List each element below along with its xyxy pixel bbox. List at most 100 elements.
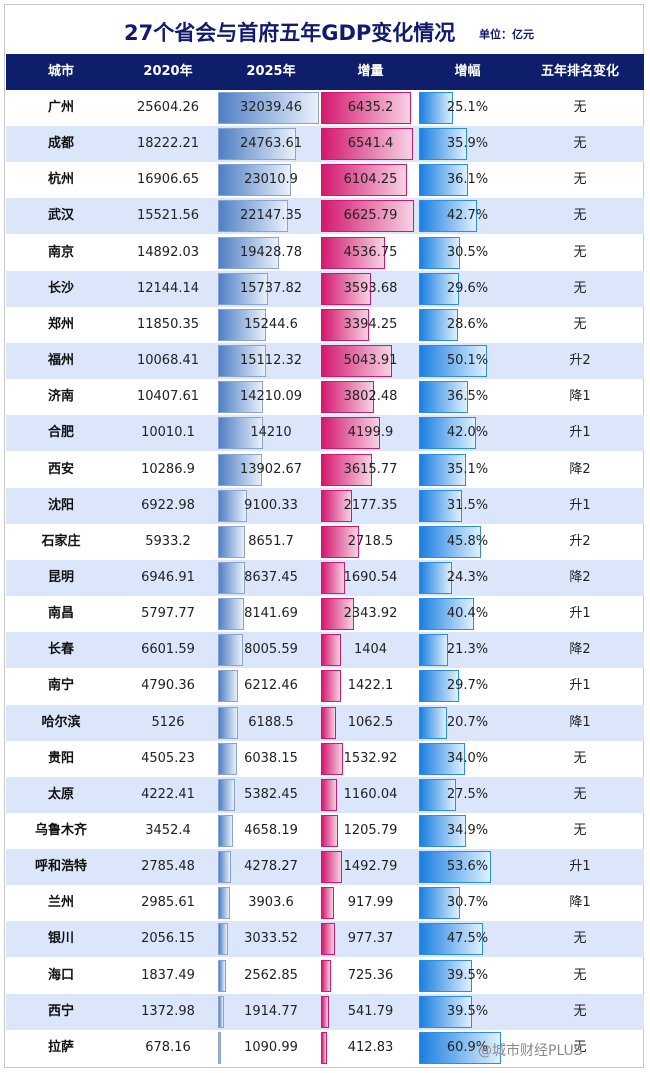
city-name: 合肥	[47, 425, 74, 441]
gdp-2020: 678.16	[145, 1039, 191, 1055]
gdp-2025-bar	[218, 381, 263, 414]
gdp-2025: 5382.45	[244, 786, 298, 802]
growth-value: 29.6%	[446, 280, 489, 296]
growth-bar	[419, 92, 453, 124]
gdp-2025: 13902.67	[239, 461, 303, 477]
growth-bar	[419, 959, 473, 992]
gdp-2025-bar	[218, 815, 233, 847]
table-row: 西安 10286.9 13902.67 3615.77 35.1% 降2	[6, 452, 644, 488]
increase-bar	[321, 381, 375, 414]
city-name: 郑州	[47, 316, 74, 332]
rank-change: 无	[573, 1039, 587, 1055]
rank-change: 无	[573, 786, 587, 802]
table-row: 兰州 2985.61 3903.6 917.99 30.7% 降1	[6, 885, 644, 921]
growth-bar	[419, 1031, 502, 1064]
gdp-2025-bar	[218, 525, 246, 558]
gdp-2020: 10286.9	[141, 461, 195, 477]
rank-change: 无	[573, 1003, 587, 1019]
increase-value: 4199.9	[347, 425, 394, 441]
rank-change: 无	[573, 136, 587, 152]
growth-value: 35.9%	[446, 136, 489, 152]
growth-value: 36.1%	[446, 172, 489, 188]
increase-bar	[321, 236, 385, 269]
rank-change: 升1	[569, 606, 591, 622]
increase-value: 1160.04	[343, 786, 398, 802]
rank-change: 降2	[569, 461, 591, 477]
table-row: 济南 10407.61 14210.09 3802.48 36.5% 降1	[6, 379, 644, 415]
city-name: 呼和浩特	[34, 859, 87, 875]
gdp-2025: 2562.85	[244, 967, 298, 983]
growth-value: 45.8%	[446, 533, 489, 549]
growth-bar	[419, 272, 459, 305]
gdp-2025: 32039.46	[239, 100, 303, 115]
increase-bar	[321, 778, 338, 811]
growth-bar	[419, 923, 484, 956]
increase-value: 3394.25	[343, 316, 398, 332]
growth-value: 25.1%	[446, 100, 489, 115]
gdp-2025: 8651.7	[248, 533, 294, 549]
growth-value: 36.5%	[446, 389, 489, 405]
city-name: 石家庄	[41, 533, 81, 549]
gdp-2020: 2985.61	[141, 895, 195, 911]
growth-value: 47.5%	[446, 931, 489, 947]
gdp-2020: 25604.26	[136, 100, 200, 115]
gdp-2025-bar	[218, 706, 238, 739]
increase-value: 977.37	[347, 931, 394, 947]
city-name: 银川	[47, 931, 74, 947]
growth-bar	[419, 598, 474, 631]
growth-bar	[419, 345, 487, 378]
gdp-2025: 8005.59	[244, 642, 298, 658]
gdp-2020: 15521.56	[136, 208, 200, 224]
gdp-2025-bar	[218, 995, 225, 1028]
increase-value: 2177.35	[343, 497, 398, 513]
gdp-2020: 3452.4	[145, 823, 191, 838]
city-name: 福州	[47, 353, 74, 369]
increase-value: 3615.77	[343, 461, 398, 477]
gdp-2025-bar	[218, 598, 244, 631]
city-name: 南宁	[47, 678, 74, 694]
rank-change: 无	[573, 244, 587, 260]
gdp-2025: 3903.6	[248, 895, 294, 911]
rank-change: 降1	[569, 895, 591, 911]
growth-value: 28.6%	[446, 316, 489, 332]
gdp-2025-bar	[218, 453, 262, 486]
growth-bar	[419, 995, 473, 1028]
rank-change: 无	[573, 208, 587, 224]
table-row: 乌鲁木齐 3452.4 4658.19 1205.79 34.9% 无	[6, 813, 644, 849]
header-2025: 2025年	[246, 64, 296, 79]
growth-value: 40.4%	[446, 606, 489, 622]
increase-bar	[321, 598, 354, 631]
city-name: 西宁	[47, 1003, 74, 1019]
growth-value: 24.3%	[446, 569, 489, 585]
increase-value: 917.99	[347, 895, 394, 911]
gdp-2020: 5797.77	[141, 606, 195, 622]
increase-value: 6104.25	[343, 172, 398, 188]
rank-change: 升2	[569, 533, 591, 549]
growth-bar	[419, 742, 465, 775]
gdp-2025: 15244.6	[244, 316, 298, 332]
gdp-2025-bar	[218, 236, 280, 269]
gdp-2020: 10407.61	[136, 389, 200, 405]
city-name: 乌鲁木齐	[34, 823, 87, 838]
city-name: 广州	[47, 100, 74, 115]
header-city: 城市	[47, 64, 74, 79]
increase-bar	[321, 308, 369, 341]
increase-value: 6541.4	[347, 136, 394, 152]
growth-value: 35.1%	[446, 461, 489, 477]
city-name: 长春	[47, 642, 74, 658]
increase-bar	[321, 634, 341, 667]
increase-bar	[321, 815, 338, 847]
table-row: 南昌 5797.77 8141.69 2343.92 40.4% 升1	[6, 596, 644, 632]
growth-value: 30.5%	[446, 244, 489, 260]
city-name: 杭州	[47, 172, 74, 188]
growth-bar	[419, 887, 461, 920]
rank-change: 降1	[569, 714, 591, 730]
city-name: 成都	[47, 136, 74, 152]
gdp-2025-bar	[218, 742, 238, 775]
gdp-2025-bar	[218, 272, 268, 305]
header-2020: 2020年	[143, 64, 193, 79]
increase-bar	[321, 851, 342, 884]
increase-value: 541.79	[347, 1003, 394, 1019]
increase-bar	[321, 561, 345, 594]
city-name: 兰州	[47, 895, 74, 911]
